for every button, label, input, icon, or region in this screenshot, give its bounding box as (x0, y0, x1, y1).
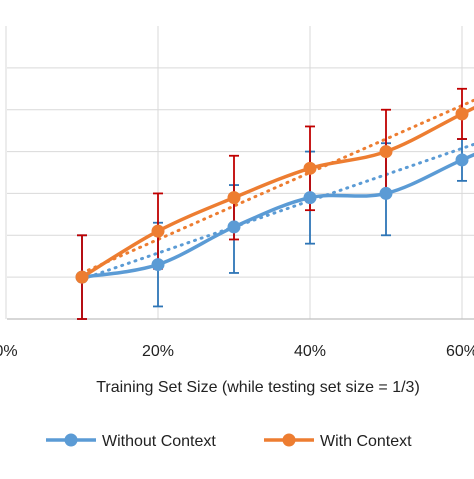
legend-marker-with-context (283, 434, 296, 447)
data-point-with-context-2 (228, 191, 241, 204)
x-axis: 0% 20% 40% 60% (0, 319, 474, 360)
axis-labels: Training Set Size (while testing set siz… (96, 379, 420, 396)
series-line-without-context (82, 126, 474, 277)
legend: Without Context With Context (46, 433, 412, 450)
x-tick-label-3: 60% (446, 343, 474, 360)
trendline-without-context (82, 122, 474, 279)
x-tick-label-2: 40% (294, 343, 326, 360)
data-point-with-context-4 (380, 145, 393, 158)
data-point-with-context-0 (76, 271, 89, 284)
data-point-without-context-1 (152, 258, 165, 271)
data-point-with-context-5 (456, 107, 469, 120)
x-axis-title: Training Set Size (while testing set siz… (96, 379, 420, 396)
data-point-without-context-3 (304, 191, 317, 204)
x-tick-label-0: 0% (0, 343, 18, 360)
data-point-with-context-3 (304, 162, 317, 175)
legend-marker-without-context (65, 434, 78, 447)
trendline-with-context (82, 72, 474, 273)
data-point-with-context-1 (152, 225, 165, 238)
legend-label-with-context: With Context (320, 433, 412, 450)
legend-item-without-context: Without Context (46, 433, 216, 450)
data-point-without-context-2 (228, 220, 241, 233)
data-point-without-context-5 (456, 153, 469, 166)
legend-item-with-context: With Context (264, 433, 412, 450)
plot-area (76, 51, 474, 319)
legend-label-without-context: Without Context (102, 433, 216, 450)
x-tick-label-1: 20% (142, 343, 174, 360)
data-point-without-context-4 (380, 187, 393, 200)
